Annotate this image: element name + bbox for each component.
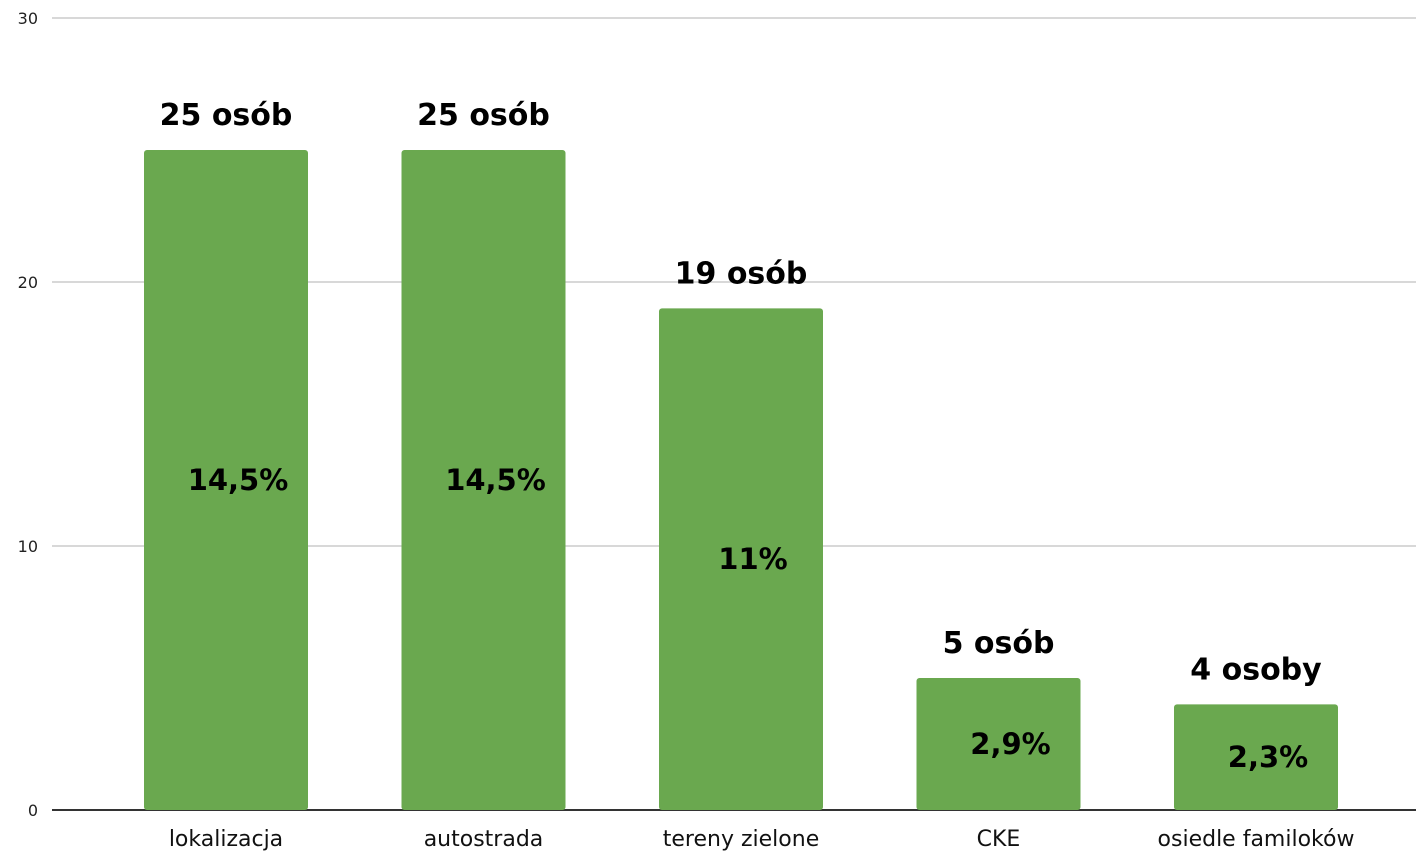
y-axis-ticks: 0 10 20 30 [18,9,38,820]
bar [1174,704,1338,810]
bar-count-label: 4 osoby [1190,652,1322,687]
y-tick-label: 20 [18,273,38,292]
bar-percent-label: 2,9% [970,727,1050,761]
x-category-label: tereny zielone [663,827,819,852]
x-category-label: lokalizacja [169,827,283,852]
bar-percent-label: 2,3% [1228,740,1308,774]
bars [144,150,1338,810]
y-tick-label: 0 [28,801,38,820]
bar [916,678,1081,810]
bar-count-label: 25 osób [160,98,293,133]
bar-percent-label: 11% [718,542,787,576]
x-category-label: osiedle familoków [1158,827,1355,852]
bar-labels: 25 osób 14,5% 25 osób 14,5% 19 osób 11% 5 osób… [160,98,1323,774]
bar-count-label: 5 osób [943,626,1055,661]
x-category-label: CKE [977,827,1021,852]
x-category-label: autostrada [424,827,544,852]
x-axis-categories: lokalizacja autostrada tereny zielone CKE os… [169,827,1355,852]
y-tick-label: 10 [18,537,38,556]
bar [401,150,566,810]
bar [144,150,308,810]
y-tick-label: 30 [18,9,38,28]
bar-percent-label: 14,5% [445,463,546,497]
bar-count-label: 19 osób [675,256,808,291]
bar-percent-label: 14,5% [188,463,289,497]
bar [659,308,823,810]
bar-count-label: 25 osób [417,98,550,133]
